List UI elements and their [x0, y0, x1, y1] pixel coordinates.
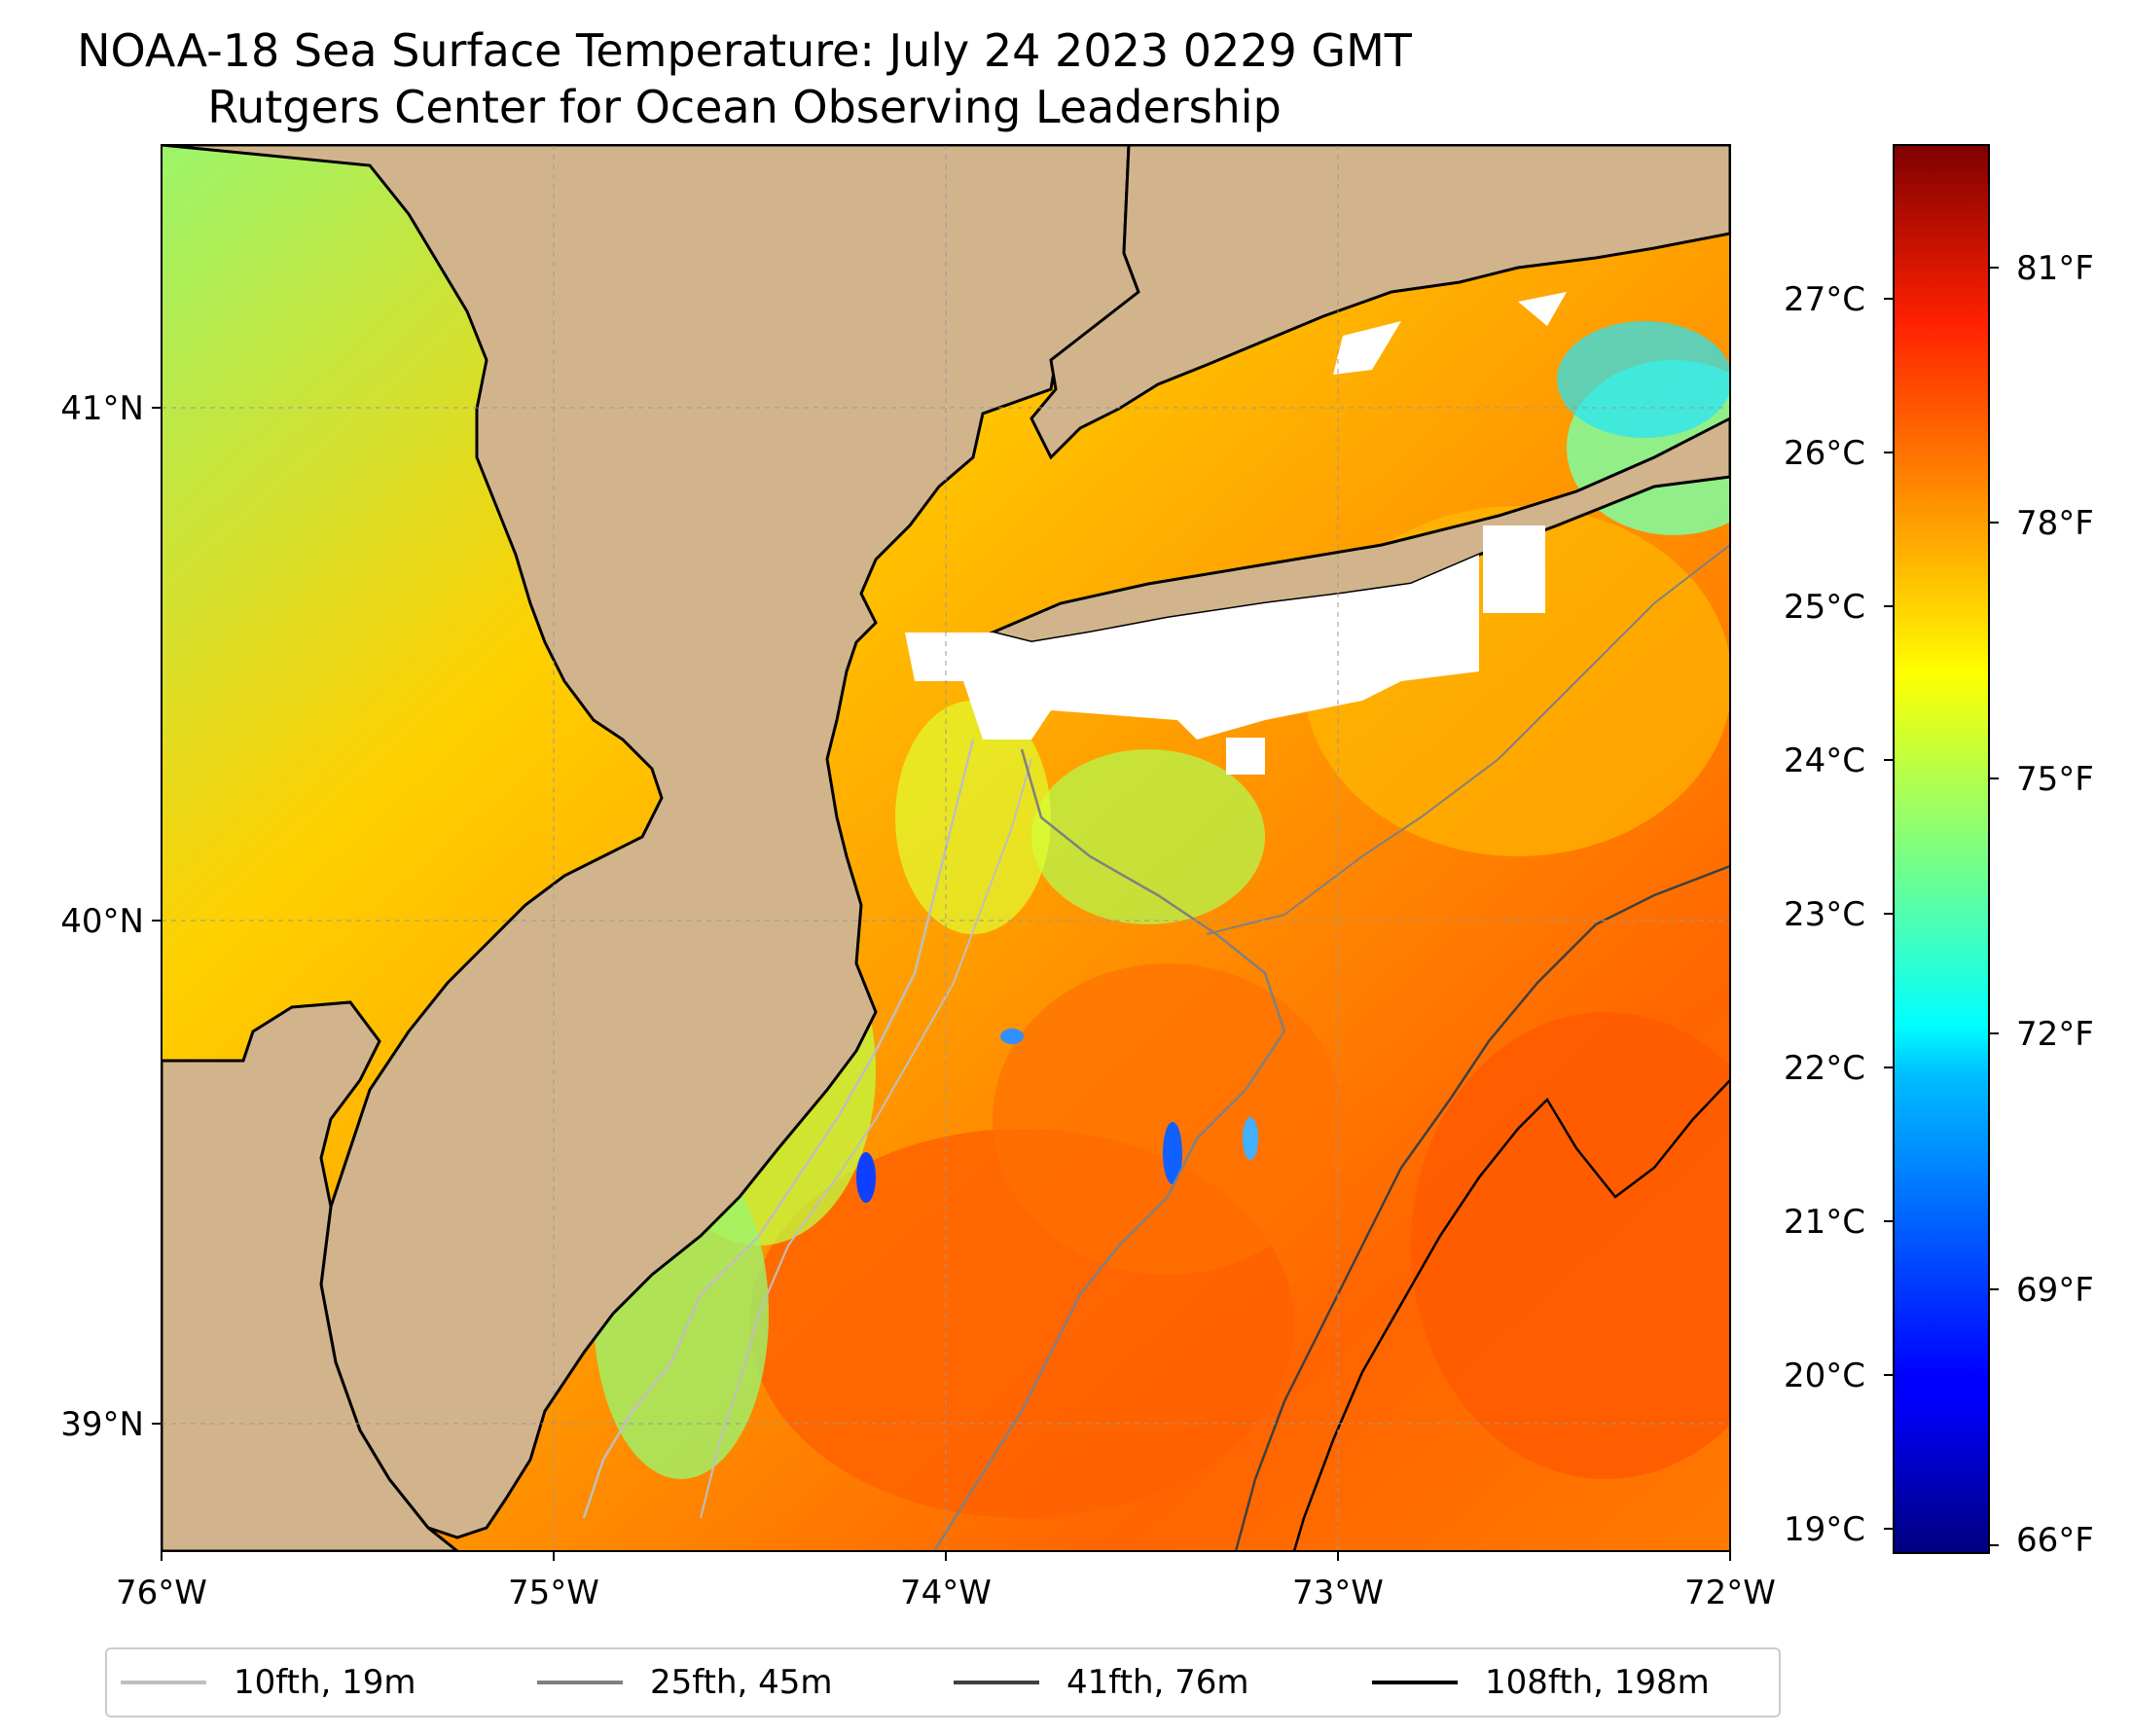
- lon-tick-73w: 73°W: [1292, 1573, 1384, 1612]
- lon-tick-74w: 74°W: [900, 1573, 992, 1612]
- legend-item-41fth: 41fth, 76m: [954, 1649, 1249, 1716]
- lon-tick-72w: 72°W: [1684, 1573, 1776, 1612]
- legend-label: 10fth, 19m: [234, 1663, 416, 1702]
- contour-10fth: [582, 739, 975, 1519]
- celsius-tick: 21°C: [1784, 1203, 1865, 1242]
- legend-item-25fth: 25fth, 45m: [537, 1649, 833, 1716]
- legend-item-10fth: 10fth, 19m: [121, 1649, 416, 1716]
- legend-swatch: [954, 1681, 1039, 1684]
- legend-swatch: [537, 1681, 623, 1684]
- colorbar: [1893, 144, 1990, 1554]
- fahrenheit-tick: 75°F: [2016, 760, 2094, 799]
- legend-label: 108fth, 198m: [1485, 1663, 1710, 1702]
- contour-10fth-2: [700, 758, 1032, 1519]
- celsius-tick: 22°C: [1784, 1049, 1865, 1088]
- lon-tick-75w: 75°W: [508, 1573, 599, 1612]
- land: [162, 145, 1730, 1551]
- depth-contours: [582, 544, 1730, 1551]
- celsius-tick: 27°C: [1784, 280, 1865, 319]
- fahrenheit-tick: 69°F: [2016, 1271, 2094, 1310]
- fahrenheit-tick: 81°F: [2016, 249, 2094, 288]
- celsius-ticks: [1884, 298, 1894, 1530]
- lat-tick-40n: 40°N: [60, 902, 144, 941]
- fahrenheit-ticks: [1989, 267, 1999, 1546]
- map-plot-area: [162, 145, 1730, 1551]
- contour-25fth: [932, 748, 1286, 1551]
- map-title: NOAA-18 Sea Surface Temperature: July 24…: [77, 24, 1412, 77]
- legend-label: 41fth, 76m: [1066, 1663, 1249, 1702]
- contour-41fth: [1234, 864, 1730, 1551]
- fahrenheit-tick: 66°F: [2016, 1521, 2094, 1560]
- no-data-patches: [905, 292, 1567, 775]
- lat-tick-41n: 41°N: [60, 389, 144, 428]
- celsius-tick: 26°C: [1784, 434, 1865, 473]
- celsius-tick: 20°C: [1784, 1356, 1865, 1395]
- depth-legend: 10fth, 19m 25fth, 45m 41fth, 76m 108fth,…: [105, 1647, 1781, 1718]
- map-subtitle: Rutgers Center for Ocean Observing Leade…: [207, 81, 1282, 133]
- legend-swatch: [1372, 1681, 1458, 1684]
- contour-25fth-shelf: [1206, 544, 1730, 935]
- celsius-tick: 25°C: [1784, 588, 1865, 627]
- contour-108fth: [1292, 1079, 1730, 1551]
- celsius-tick: 19°C: [1784, 1510, 1865, 1549]
- fahrenheit-tick: 72°F: [2016, 1015, 2094, 1054]
- celsius-tick: 23°C: [1784, 895, 1865, 934]
- gridlines: [162, 145, 1730, 1551]
- fahrenheit-tick: 78°F: [2016, 504, 2094, 543]
- legend-item-108fth: 108fth, 198m: [1372, 1649, 1710, 1716]
- legend-swatch: [121, 1681, 206, 1684]
- lon-tick-76w: 76°W: [116, 1573, 207, 1612]
- legend-label: 25fth, 45m: [650, 1663, 833, 1702]
- lat-tick-39n: 39°N: [60, 1405, 144, 1444]
- axis-ticks: [152, 407, 1731, 1561]
- celsius-tick: 24°C: [1784, 741, 1865, 780]
